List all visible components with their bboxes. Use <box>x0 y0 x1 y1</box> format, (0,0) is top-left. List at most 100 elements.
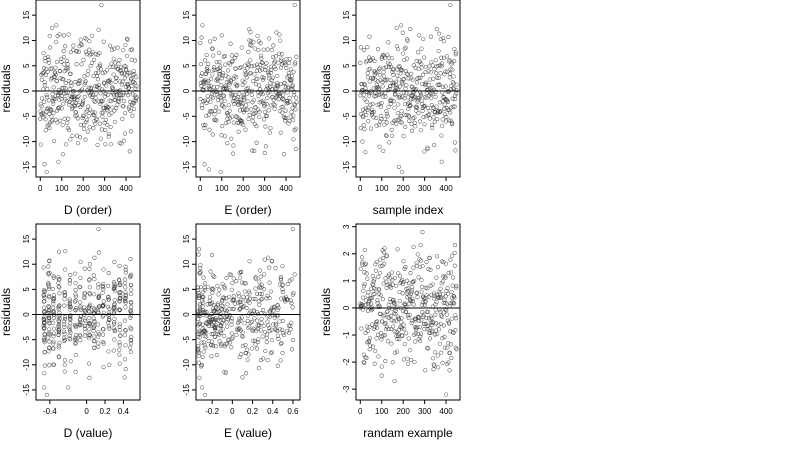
scatter-point <box>254 76 259 81</box>
scatter-point <box>267 314 272 319</box>
scatter-point <box>123 267 128 272</box>
scatter-point <box>42 337 47 342</box>
scatter-point <box>432 142 437 148</box>
scatter-point <box>409 288 415 293</box>
scatter-point <box>448 342 453 347</box>
scatter-point <box>56 280 61 285</box>
scatter-point <box>92 306 97 312</box>
x-tick-label: 0.2 <box>99 407 111 416</box>
scatter-point <box>122 298 127 303</box>
scatter-point <box>422 321 427 326</box>
scatter-point <box>106 295 111 300</box>
scatter-point <box>212 274 217 279</box>
scatter-point <box>203 58 208 63</box>
scatter-point <box>255 62 260 67</box>
scatter-point <box>425 345 430 350</box>
scatter-point <box>263 329 268 335</box>
scatter-point <box>201 300 206 305</box>
scatter-point <box>56 330 61 335</box>
scatter-point <box>221 295 226 300</box>
scatter-point <box>235 100 240 105</box>
y-tick-label: -5 <box>182 336 191 344</box>
scatter-point <box>77 323 82 328</box>
scatter-point <box>220 327 225 332</box>
scatter-point <box>101 267 106 272</box>
scatter-point <box>367 347 372 352</box>
scatter-point <box>66 32 71 37</box>
scatter-point <box>404 291 409 296</box>
scatter-point <box>434 75 440 80</box>
scatter-point <box>249 107 254 112</box>
scatter-point <box>212 65 217 70</box>
scatter-point <box>58 118 63 123</box>
scatter-point <box>401 76 407 82</box>
scatter-point <box>292 272 297 277</box>
scatter-point <box>369 295 374 301</box>
scatter-point <box>415 105 420 110</box>
scatter-point <box>254 291 260 296</box>
scatter-point <box>101 299 106 304</box>
scatter-point <box>271 97 276 103</box>
scatter-point <box>400 30 405 35</box>
scatter-point <box>372 361 377 366</box>
scatter-point <box>253 275 258 280</box>
scatter-point <box>395 73 400 78</box>
scatter-point <box>445 286 450 291</box>
scatter-point <box>203 71 209 76</box>
scatter-point <box>96 330 101 335</box>
scatter-point <box>361 288 366 294</box>
scatter-point <box>368 102 373 107</box>
scatter-point <box>120 79 125 84</box>
scatter-point <box>83 137 88 142</box>
scatter-point <box>222 370 227 375</box>
scatter-point <box>267 265 272 270</box>
scatter-point <box>290 226 296 232</box>
scatter-point <box>80 115 85 121</box>
y-tick-label: 15 <box>342 10 351 19</box>
scatter-point <box>69 83 74 88</box>
scatter-point <box>264 335 269 340</box>
scatter-point <box>123 64 128 69</box>
scatter-point <box>373 77 378 82</box>
scatter-point <box>230 281 235 286</box>
scatter-point <box>412 324 417 330</box>
scatter-point <box>42 350 47 355</box>
scatter-point <box>95 322 101 327</box>
scatter-point <box>395 111 400 116</box>
scatter-point <box>112 327 117 333</box>
scatter-point <box>216 292 221 297</box>
scatter-point <box>78 122 83 127</box>
scatter-point <box>265 86 270 91</box>
scatter-point <box>87 39 92 44</box>
scatter-point <box>371 279 376 284</box>
scatter-point <box>82 82 87 87</box>
scatter-point <box>66 127 72 132</box>
scatter-point <box>265 95 270 100</box>
scatter-point <box>222 307 227 312</box>
scatter-point <box>417 264 423 270</box>
scatter-point <box>441 39 446 44</box>
scatter-point <box>382 333 388 338</box>
scatter-point <box>401 259 406 264</box>
scatter-point <box>264 296 269 301</box>
scatter-point <box>432 332 437 337</box>
scatter-point <box>393 79 398 84</box>
scatter-point <box>374 259 379 265</box>
scatter-point <box>56 249 62 254</box>
scatter-point <box>386 40 391 45</box>
scatter-point <box>106 283 111 289</box>
scatter-point <box>428 267 433 272</box>
scatter-point <box>416 75 421 80</box>
scatter-point <box>73 340 78 345</box>
scatter-point <box>451 81 456 86</box>
scatter-point <box>384 253 389 258</box>
scatter-point <box>261 98 266 103</box>
scatter-point <box>268 289 273 294</box>
scatter-point <box>76 94 81 99</box>
scatter-point <box>285 100 291 106</box>
scatter-point <box>253 296 258 301</box>
scatter-point <box>57 69 63 74</box>
scatter-point <box>85 108 90 113</box>
x-tick-label: 0.6 <box>287 407 299 416</box>
